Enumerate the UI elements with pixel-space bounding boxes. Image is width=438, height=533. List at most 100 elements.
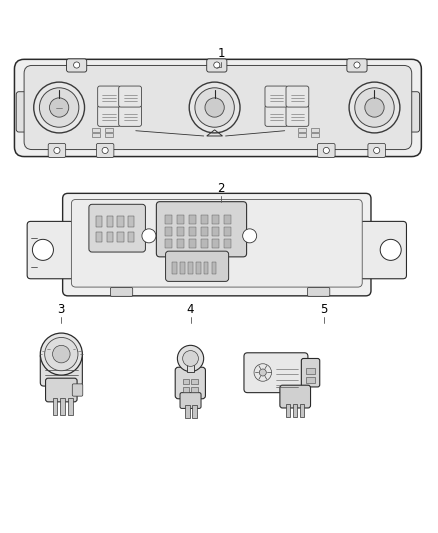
- Bar: [311, 133, 319, 137]
- Bar: [183, 387, 189, 392]
- Circle shape: [49, 98, 69, 117]
- Circle shape: [243, 229, 257, 243]
- FancyBboxPatch shape: [24, 66, 412, 150]
- Bar: [191, 379, 198, 384]
- Bar: [189, 227, 196, 236]
- Bar: [189, 215, 196, 223]
- Bar: [212, 239, 219, 248]
- Bar: [300, 405, 304, 417]
- Bar: [306, 368, 315, 374]
- Bar: [183, 379, 189, 384]
- Circle shape: [323, 147, 329, 154]
- Bar: [107, 232, 113, 243]
- FancyBboxPatch shape: [98, 106, 120, 126]
- Bar: [177, 239, 184, 248]
- Bar: [105, 133, 113, 137]
- Circle shape: [32, 239, 53, 260]
- FancyBboxPatch shape: [67, 59, 87, 72]
- Circle shape: [365, 98, 384, 117]
- Bar: [201, 239, 208, 248]
- Text: 5: 5: [321, 303, 328, 316]
- FancyBboxPatch shape: [280, 385, 311, 408]
- Bar: [201, 227, 208, 236]
- Text: 1: 1: [217, 47, 225, 60]
- Circle shape: [189, 82, 240, 133]
- FancyBboxPatch shape: [301, 359, 320, 387]
- FancyBboxPatch shape: [72, 384, 83, 396]
- Bar: [60, 398, 65, 415]
- FancyBboxPatch shape: [180, 393, 201, 408]
- Circle shape: [205, 98, 224, 117]
- Circle shape: [142, 229, 156, 243]
- Text: 2: 2: [217, 182, 225, 195]
- FancyBboxPatch shape: [347, 59, 367, 72]
- Bar: [286, 405, 290, 417]
- Bar: [293, 405, 297, 417]
- FancyBboxPatch shape: [119, 106, 141, 126]
- Circle shape: [259, 369, 266, 376]
- Bar: [53, 398, 57, 415]
- Text: 4: 4: [187, 303, 194, 316]
- Circle shape: [54, 147, 60, 154]
- FancyBboxPatch shape: [46, 378, 77, 402]
- FancyBboxPatch shape: [166, 251, 229, 281]
- Bar: [117, 232, 124, 243]
- FancyBboxPatch shape: [96, 143, 114, 157]
- Bar: [204, 262, 208, 274]
- Circle shape: [177, 345, 204, 372]
- FancyBboxPatch shape: [119, 86, 141, 107]
- Bar: [192, 405, 197, 418]
- Circle shape: [53, 345, 70, 363]
- Circle shape: [102, 147, 108, 154]
- Bar: [191, 387, 198, 392]
- Circle shape: [40, 333, 82, 375]
- Bar: [224, 239, 231, 248]
- FancyBboxPatch shape: [244, 353, 308, 393]
- FancyBboxPatch shape: [207, 59, 227, 72]
- Bar: [96, 232, 102, 243]
- Circle shape: [34, 82, 85, 133]
- Bar: [212, 215, 219, 223]
- Bar: [188, 262, 193, 274]
- FancyBboxPatch shape: [40, 353, 82, 386]
- Bar: [196, 262, 201, 274]
- FancyBboxPatch shape: [27, 221, 74, 279]
- Circle shape: [349, 82, 400, 133]
- Bar: [105, 128, 113, 132]
- Circle shape: [195, 88, 234, 127]
- Bar: [177, 227, 184, 236]
- Bar: [68, 398, 73, 415]
- FancyBboxPatch shape: [156, 201, 247, 257]
- FancyBboxPatch shape: [16, 92, 29, 132]
- Text: 3: 3: [58, 303, 65, 316]
- Bar: [128, 216, 134, 227]
- Circle shape: [39, 88, 79, 127]
- Bar: [187, 358, 194, 372]
- Circle shape: [374, 147, 380, 154]
- FancyBboxPatch shape: [48, 143, 66, 157]
- Bar: [224, 227, 231, 236]
- FancyBboxPatch shape: [286, 86, 309, 107]
- Bar: [172, 262, 177, 274]
- FancyBboxPatch shape: [360, 221, 406, 279]
- Bar: [298, 128, 306, 132]
- Bar: [92, 128, 100, 132]
- Circle shape: [74, 62, 80, 68]
- FancyBboxPatch shape: [265, 106, 288, 126]
- FancyBboxPatch shape: [110, 287, 133, 296]
- Bar: [180, 262, 185, 274]
- Circle shape: [354, 62, 360, 68]
- Bar: [311, 128, 319, 132]
- FancyBboxPatch shape: [286, 106, 309, 126]
- Bar: [189, 239, 196, 248]
- FancyBboxPatch shape: [368, 143, 385, 157]
- Bar: [185, 405, 190, 418]
- Circle shape: [380, 239, 401, 260]
- Bar: [117, 216, 124, 227]
- Bar: [107, 216, 113, 227]
- Bar: [224, 215, 231, 223]
- Bar: [212, 227, 219, 236]
- FancyBboxPatch shape: [98, 86, 120, 107]
- FancyBboxPatch shape: [307, 287, 330, 296]
- FancyBboxPatch shape: [175, 367, 205, 399]
